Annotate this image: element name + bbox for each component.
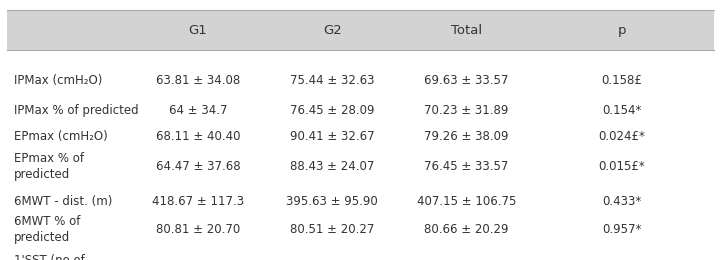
Text: G2: G2	[323, 24, 342, 37]
Text: 70.23 ± 31.89: 70.23 ± 31.89	[424, 103, 509, 116]
Text: 80.81 ± 20.70: 80.81 ± 20.70	[156, 223, 240, 236]
Text: 69.63 ± 33.57: 69.63 ± 33.57	[424, 74, 509, 87]
Text: 79.26 ± 38.09: 79.26 ± 38.09	[424, 130, 509, 143]
Text: 0.957*: 0.957*	[602, 223, 642, 236]
Text: Total: Total	[451, 24, 482, 37]
Text: 64 ± 34.7: 64 ± 34.7	[169, 103, 227, 116]
Text: 6MWT - dist. (m): 6MWT - dist. (m)	[14, 195, 112, 208]
Text: 90.41 ± 32.67: 90.41 ± 32.67	[290, 130, 374, 143]
Text: EPmax (cmH₂O): EPmax (cmH₂O)	[14, 130, 108, 143]
Text: 63.81 ± 34.08: 63.81 ± 34.08	[156, 74, 240, 87]
Text: IPMax % of predicted: IPMax % of predicted	[14, 103, 139, 116]
Text: 0.433*: 0.433*	[602, 195, 642, 208]
Text: 0.015£*: 0.015£*	[598, 160, 645, 173]
Text: 1'SST (no of
standings): 1'SST (no of standings)	[14, 254, 85, 260]
Text: p: p	[618, 24, 626, 37]
Text: 68.11 ± 40.40: 68.11 ± 40.40	[156, 130, 240, 143]
Text: 0.024£*: 0.024£*	[598, 130, 645, 143]
Text: 6MWT % of
predicted: 6MWT % of predicted	[14, 215, 81, 244]
Text: 75.44 ± 32.63: 75.44 ± 32.63	[290, 74, 374, 87]
Text: 80.66 ± 20.29: 80.66 ± 20.29	[424, 223, 509, 236]
FancyBboxPatch shape	[7, 10, 714, 50]
Text: 407.15 ± 106.75: 407.15 ± 106.75	[417, 195, 516, 208]
Text: IPMax (cmH₂O): IPMax (cmH₂O)	[14, 74, 102, 87]
Text: 64.47 ± 37.68: 64.47 ± 37.68	[156, 160, 240, 173]
Text: 88.43 ± 24.07: 88.43 ± 24.07	[290, 160, 374, 173]
Text: 418.67 ± 117.3: 418.67 ± 117.3	[152, 195, 244, 208]
Text: 395.63 ± 95.90: 395.63 ± 95.90	[286, 195, 378, 208]
Text: 80.51 ± 20.27: 80.51 ± 20.27	[290, 223, 374, 236]
Text: EPmax % of
predicted: EPmax % of predicted	[14, 152, 84, 181]
Text: 76.45 ± 33.57: 76.45 ± 33.57	[424, 160, 509, 173]
Text: G1: G1	[189, 24, 208, 37]
Text: 0.158£: 0.158£	[601, 74, 642, 87]
Text: 0.154*: 0.154*	[602, 103, 642, 116]
Text: 76.45 ± 28.09: 76.45 ± 28.09	[290, 103, 374, 116]
